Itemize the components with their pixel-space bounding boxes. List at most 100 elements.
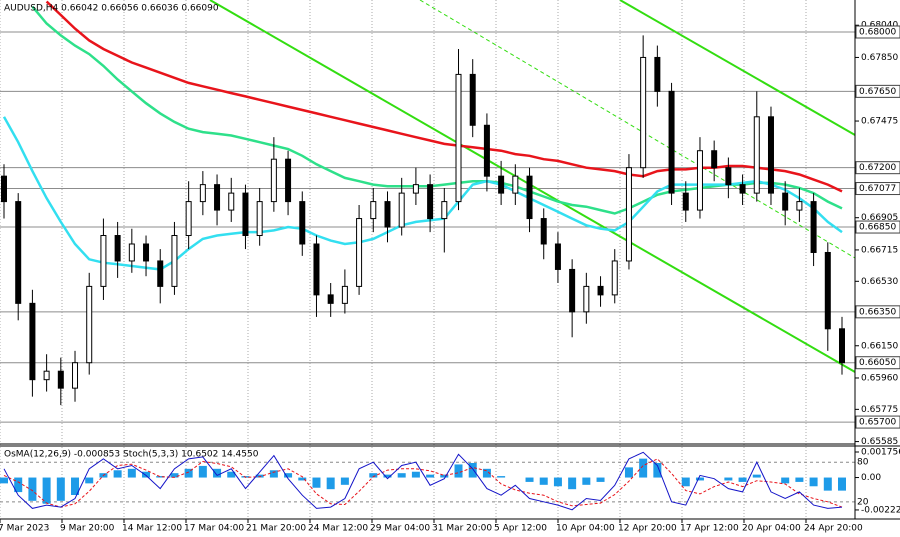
x-tick-label: 14 Mar 12:00	[122, 524, 182, 534]
x-tick-label: 31 Mar 20:00	[432, 524, 492, 534]
candle-body	[313, 243, 320, 296]
level-label-box	[855, 182, 900, 196]
candle-body	[1, 175, 7, 203]
osma-bar	[298, 477, 307, 481]
y-tick-label: 0.65960	[861, 373, 898, 383]
level-label-box	[855, 415, 900, 429]
level-label: 0.65700	[859, 418, 896, 428]
candle-body	[739, 184, 746, 194]
candle-body	[356, 218, 363, 287]
candle-body	[199, 184, 206, 203]
moving-average	[45, 0, 843, 193]
candle-body	[483, 124, 490, 177]
osma-bar	[312, 477, 321, 488]
y-tick-label: 0.0017562	[861, 448, 900, 458]
osma-bar	[823, 477, 832, 491]
osma-bar	[85, 477, 94, 484]
osma-bar	[724, 477, 733, 481]
channel-line	[419, 0, 856, 259]
candle-body	[839, 328, 845, 364]
candle-body	[455, 73, 462, 203]
osma-bar	[553, 477, 562, 487]
osma-bar	[213, 468, 222, 478]
osma-bar	[42, 477, 51, 504]
levels	[0, 31, 855, 423]
osma-bar	[681, 477, 690, 487]
candle-body	[668, 90, 675, 194]
osma-bar	[539, 477, 548, 485]
osma-bar	[809, 477, 818, 487]
candle-body	[242, 192, 249, 237]
candle-body	[696, 150, 703, 211]
osma-bar	[326, 477, 335, 490]
y-tick-label: 0.66905	[861, 213, 898, 223]
osma-bar	[284, 473, 293, 478]
osma-bar	[28, 477, 37, 501]
candle-body	[57, 370, 64, 389]
candle-body	[498, 175, 505, 194]
candle-body	[86, 285, 93, 364]
candle-body	[341, 285, 348, 304]
candle-body	[625, 167, 632, 262]
candle-body	[682, 192, 689, 211]
grid	[0, 0, 855, 519]
osma-bar	[369, 473, 378, 478]
osma-bar	[383, 474, 392, 478]
candle-body	[824, 251, 831, 330]
candle-body	[469, 73, 476, 126]
x-tick-label: 29 Mar 04:00	[370, 524, 430, 534]
candle-body	[412, 184, 419, 194]
osma-bar	[752, 474, 761, 478]
x-tick-label: 5 Apr 12:00	[494, 524, 547, 534]
osma-bar	[14, 477, 23, 493]
candle-body	[299, 201, 306, 245]
x-tick-label: 21 Mar 20:00	[246, 524, 306, 534]
level-label-box	[855, 356, 900, 370]
candle-body	[370, 201, 377, 220]
candle-body	[640, 56, 647, 169]
osma-bar	[71, 477, 80, 495]
moving-average	[31, 5, 843, 215]
candle-body	[554, 243, 561, 270]
plot	[0, 0, 846, 511]
x-tick-label: 7 Mar 2023	[0, 524, 49, 534]
candle-body	[228, 192, 235, 211]
level-label: 0.67200	[859, 163, 896, 173]
candle-body	[767, 116, 774, 194]
level-label-box	[855, 305, 900, 319]
osma-bar	[454, 464, 463, 478]
candle-body	[526, 175, 533, 220]
osma-bar	[795, 477, 804, 482]
level-label-box	[855, 220, 900, 234]
y-tick-label: 80	[857, 458, 869, 468]
level-label: 0.66050	[859, 358, 896, 368]
y-tick-label: 0.67475	[861, 117, 898, 127]
candle-body	[143, 243, 150, 262]
candle-body	[384, 201, 391, 228]
candle-body	[583, 285, 590, 313]
candle-body	[185, 201, 192, 237]
channel-line	[619, 0, 856, 136]
level-label-box	[855, 25, 900, 39]
candle-body	[114, 235, 121, 262]
osma-bar	[56, 477, 65, 501]
osma-bar	[838, 477, 846, 491]
candle-body	[512, 175, 519, 194]
candle-body	[753, 116, 760, 194]
y-tick-label: 0.66150	[861, 341, 898, 351]
x-tick-label: 10 Apr 04:00	[556, 524, 615, 534]
osma-bar	[497, 476, 506, 478]
osma-bar	[184, 468, 193, 478]
osma-bar	[397, 473, 406, 478]
osma-bar	[653, 463, 662, 478]
candle-body	[43, 370, 50, 381]
y-tick-label: 0.65775	[861, 405, 898, 415]
candle-body	[128, 243, 135, 262]
candle-body	[441, 201, 448, 220]
y-tick-label: 0.67850	[861, 53, 898, 63]
osma-bar	[624, 467, 633, 478]
osma-bar	[738, 477, 747, 482]
osma-bar	[411, 471, 420, 478]
osma-bar	[596, 477, 605, 482]
y-tick-label: 20	[857, 497, 869, 507]
